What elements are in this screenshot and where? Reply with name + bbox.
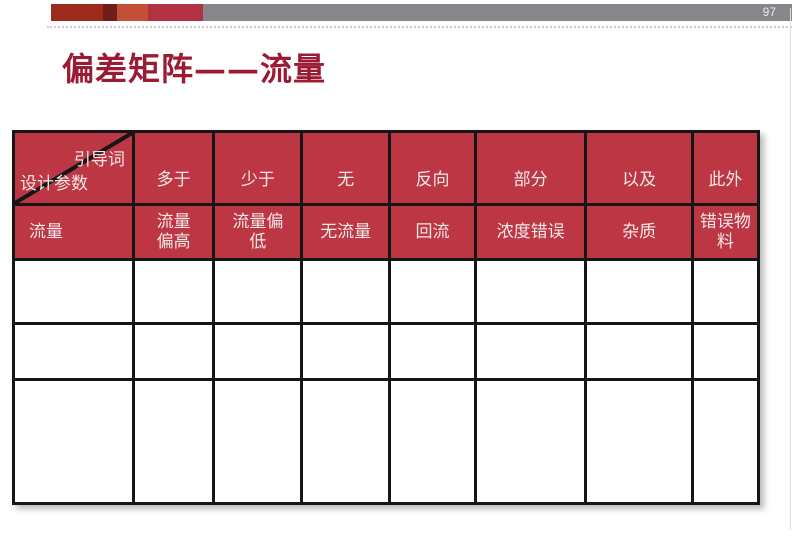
slide-right-edge <box>790 8 791 530</box>
empty-cell <box>300 378 392 505</box>
empty-cell <box>690 322 761 381</box>
empty-cell <box>12 322 135 381</box>
deviation-cell: 杂质 <box>584 203 694 261</box>
empty-cell <box>300 258 392 325</box>
guide-word-cell: 少于 <box>212 130 304 206</box>
empty-cell <box>300 322 392 381</box>
empty-cell <box>12 258 135 325</box>
page-number: 97 <box>762 5 776 19</box>
bar-segment-crimson <box>148 4 203 21</box>
empty-cell <box>212 378 304 505</box>
empty-cell <box>473 258 588 325</box>
empty-cell <box>690 258 761 325</box>
empty-cell <box>12 378 135 505</box>
empty-cell <box>473 322 588 381</box>
diagonal-line <box>16 134 131 202</box>
empty-table-row <box>12 322 761 381</box>
guide-word-cell: 部分 <box>473 130 588 206</box>
page-title: 偏差矩阵——流量 <box>62 50 327 88</box>
top-decorative-bar: 97 <box>51 4 792 21</box>
deviation-cell: 浓度错误 <box>473 203 588 261</box>
bar-segment-maroon <box>103 4 117 21</box>
deviation-cell: 无流量 <box>300 203 392 261</box>
empty-cell <box>131 258 216 325</box>
parameter-cell: 流量 <box>12 203 135 261</box>
corner-header-cell: 引导词 设计参数 <box>12 130 135 206</box>
deviation-cell: 流量 偏高 <box>131 203 216 261</box>
empty-table-row <box>12 258 761 325</box>
empty-cell <box>584 258 694 325</box>
empty-cell <box>212 258 304 325</box>
bar-segment-gray: 97 <box>203 4 792 21</box>
empty-cell <box>388 378 477 505</box>
empty-cell <box>584 322 694 381</box>
empty-cell <box>131 322 216 381</box>
corner-parameter-label: 设计参数 <box>20 174 88 193</box>
parameter-row: 流量 流量 偏高 流量偏 低 无流量 回流 浓度错误 杂质 错误物料 <box>12 203 761 261</box>
guide-word-cell: 此外 <box>690 130 761 206</box>
deviation-cell: 错误物料 <box>690 203 761 261</box>
corner-guide-word-label: 引导词 <box>73 150 125 169</box>
empty-cell <box>690 378 761 505</box>
empty-cell <box>212 322 304 381</box>
guide-word-row: 引导词 设计参数 多于 少于 无 反向 部分 以及 此外 <box>12 130 761 206</box>
bar-segment-brick <box>51 4 103 21</box>
guide-word-cell: 无 <box>300 130 392 206</box>
empty-cell <box>388 322 477 381</box>
empty-cell <box>131 378 216 505</box>
guide-word-cell: 以及 <box>584 130 694 206</box>
empty-cell <box>388 258 477 325</box>
empty-table-row <box>12 378 761 505</box>
guide-word-cell: 多于 <box>131 130 216 206</box>
deviation-cell: 回流 <box>388 203 477 261</box>
empty-cell <box>584 378 694 505</box>
dotted-divider <box>47 26 792 28</box>
deviation-cell: 流量偏 低 <box>212 203 304 261</box>
guide-word-cell: 反向 <box>388 130 477 206</box>
deviation-matrix-table: 引导词 设计参数 多于 少于 无 反向 部分 以及 此外 流量 流量 偏高 流量… <box>12 130 761 505</box>
empty-cell <box>473 378 588 505</box>
bar-segment-orange <box>117 4 148 21</box>
